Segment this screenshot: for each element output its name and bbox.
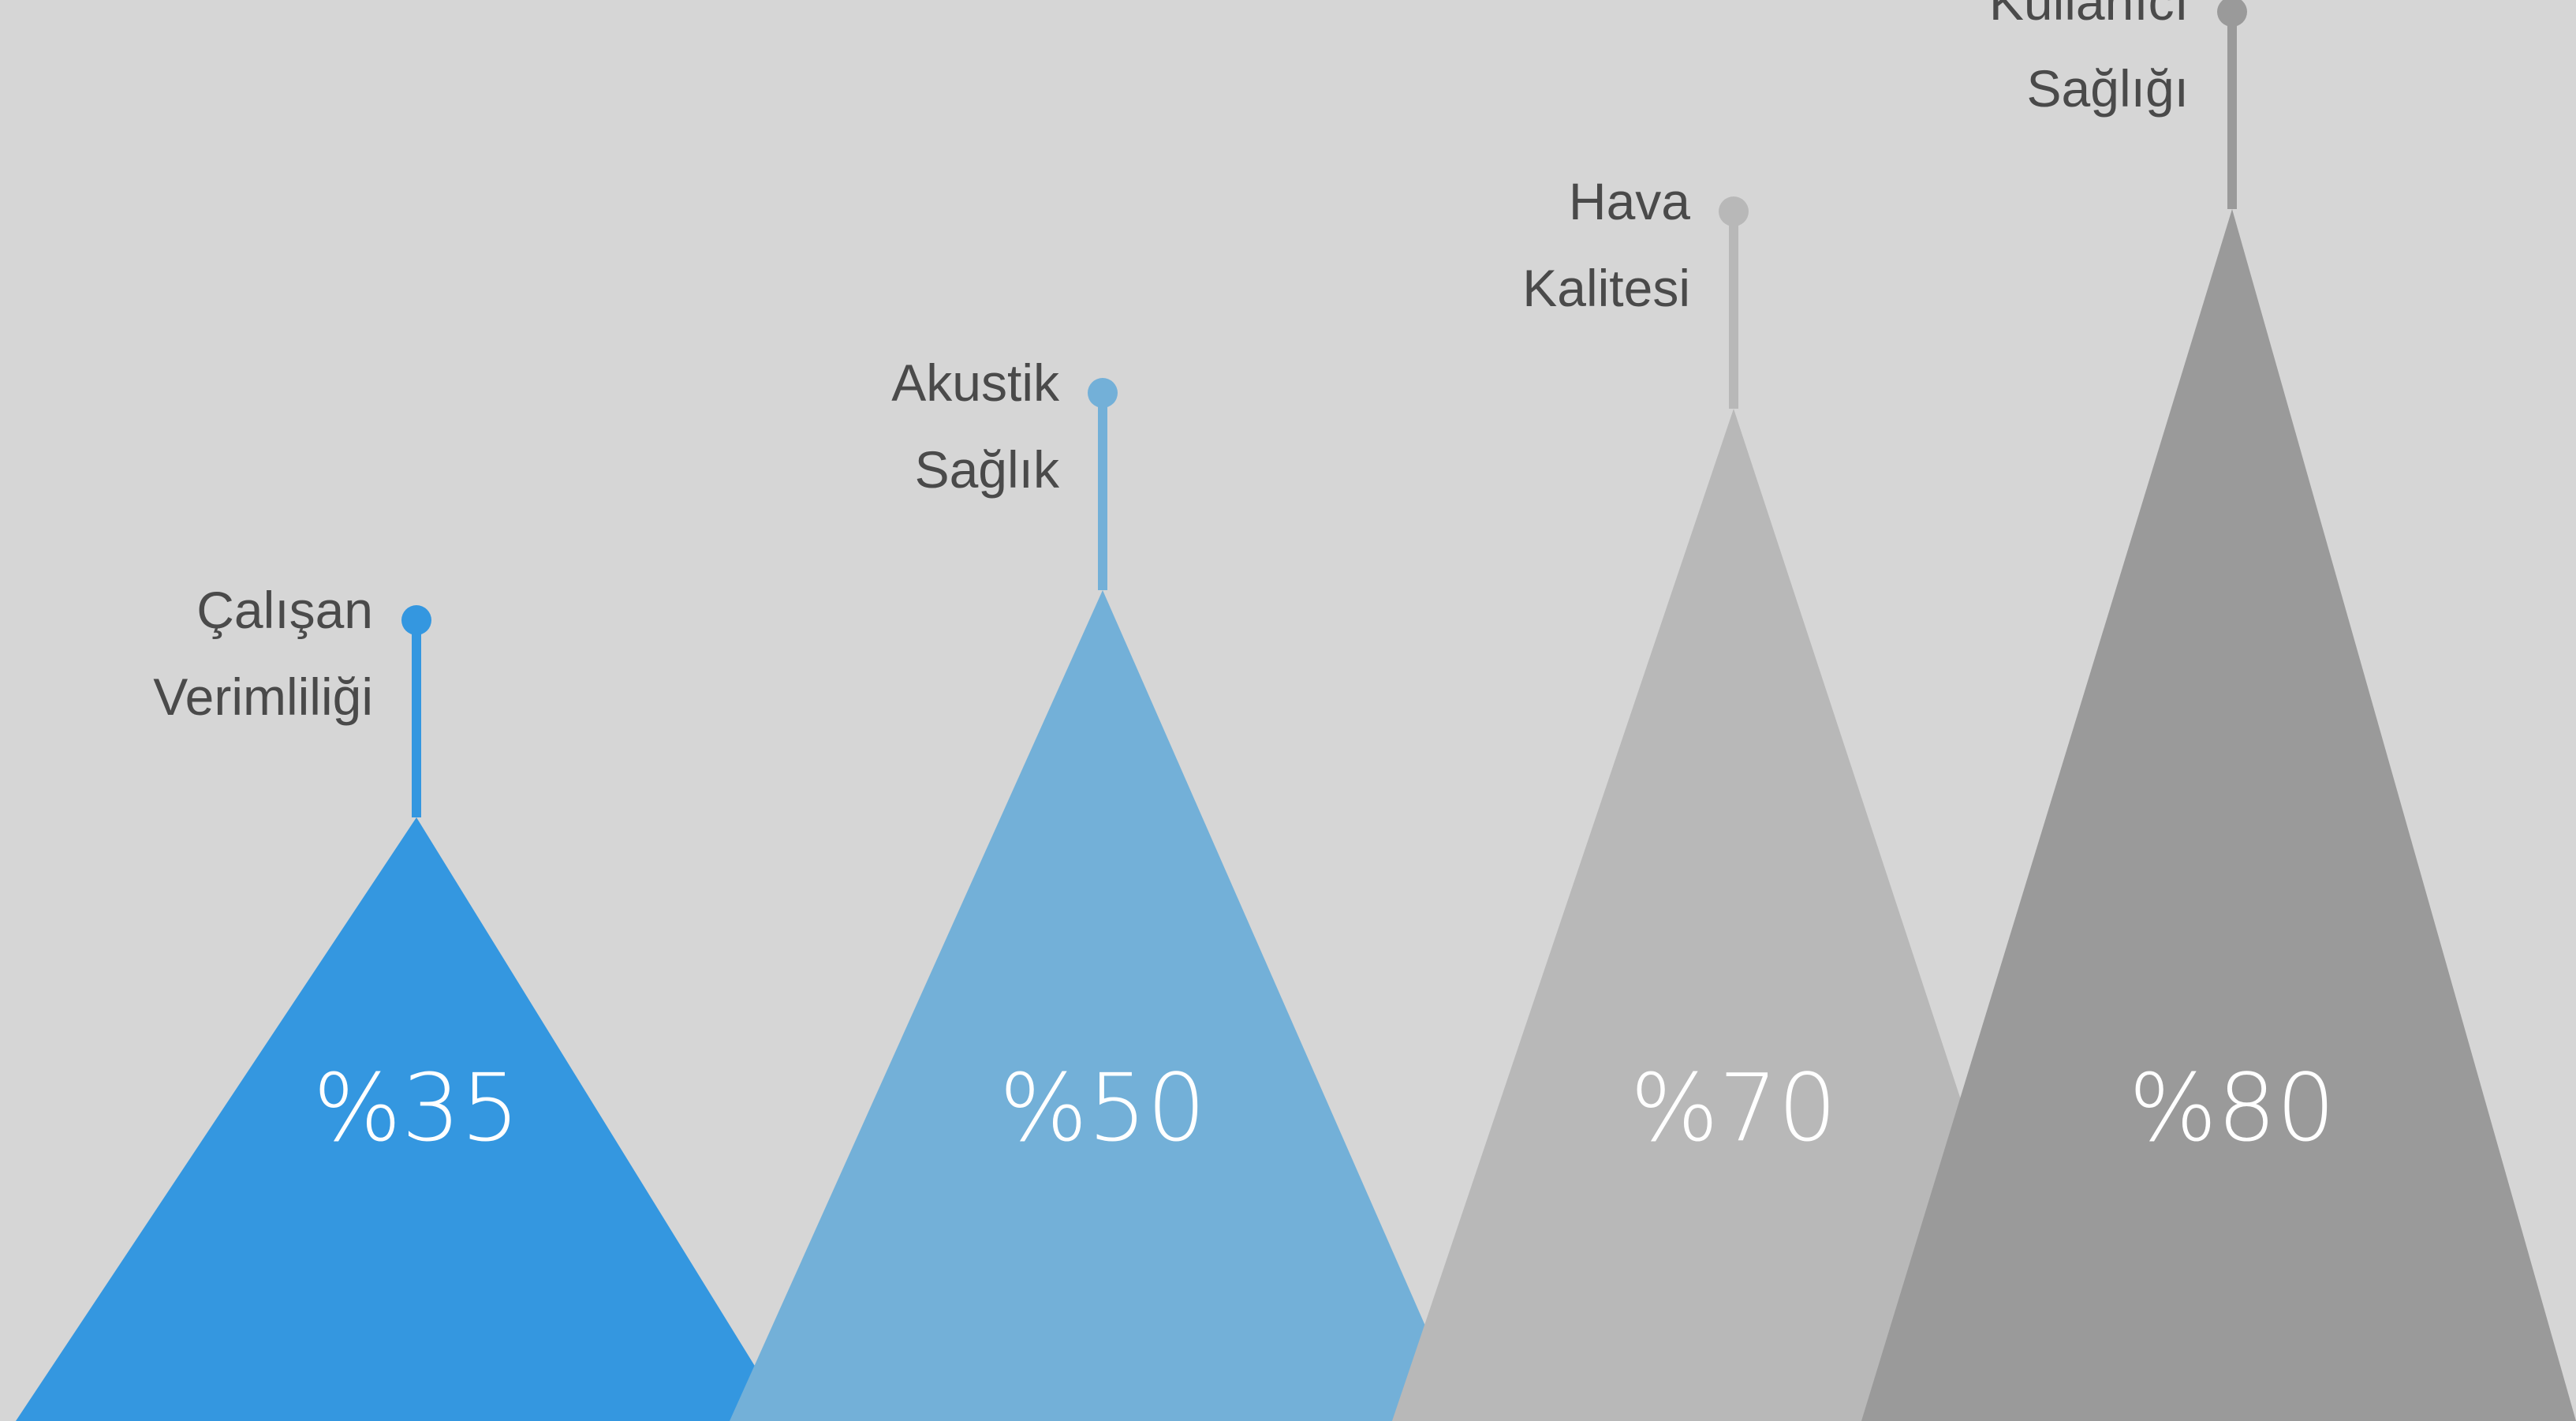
category-label-2-line-2: Sağlık [915, 440, 1060, 499]
category-label-4-line-2: Sağlığı [2027, 59, 2189, 118]
value-label-2: %50 [999, 1053, 1206, 1162]
category-label-4-line-1: Kullanıcı [1989, 0, 2189, 31]
value-label-3: %70 [1630, 1053, 1837, 1162]
pin-dot-2 [1088, 378, 1118, 408]
peak-2 [730, 590, 1467, 1421]
peak-1 [16, 817, 789, 1421]
peak-3 [1392, 409, 2066, 1421]
value-label-1: %35 [313, 1053, 520, 1162]
category-label-3-line-2: Kalitesi [1522, 259, 1690, 317]
pin-dot-1 [401, 605, 431, 635]
pin-dot-3 [1719, 196, 1749, 226]
peak-4 [1861, 209, 2576, 1421]
pin-dot-4 [2217, 0, 2247, 27]
category-label-1-line-1: Çalışan [196, 581, 373, 639]
value-label-4: %80 [2129, 1053, 2335, 1162]
category-label-1-line-2: Verimliliği [153, 667, 373, 726]
category-label-3-line-1: Hava [1569, 172, 1690, 230]
category-label-2-line-1: Akustik [891, 353, 1060, 412]
